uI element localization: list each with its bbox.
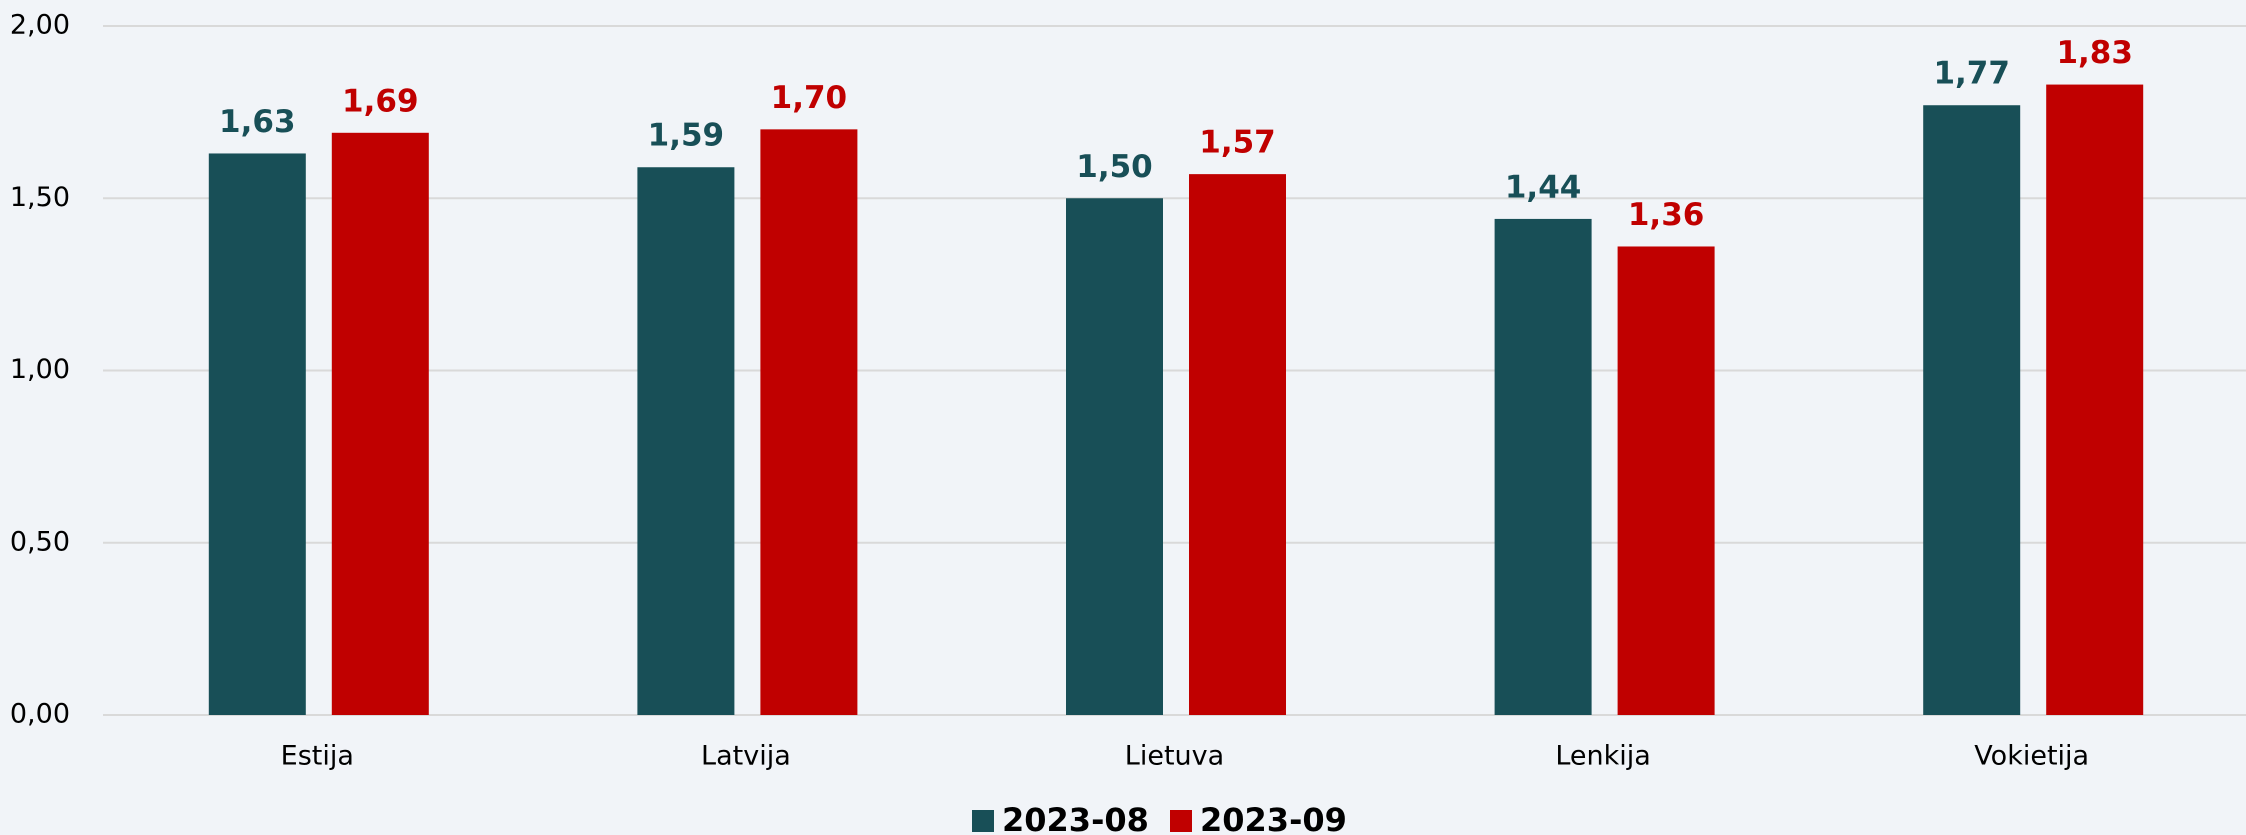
bar — [1066, 198, 1163, 715]
data-label: 1,69 — [342, 83, 419, 119]
bar — [637, 167, 735, 715]
legend-label: 2023-09 — [1200, 801, 1347, 835]
data-label: 1,44 — [1505, 169, 1582, 205]
y-tick-label: 0,50 — [10, 526, 70, 557]
x-tick-label: Estija — [281, 741, 354, 772]
bar — [1617, 246, 1715, 716]
bar — [1494, 218, 1592, 716]
y-tick-label: 1,50 — [10, 182, 70, 213]
bar — [331, 132, 429, 716]
data-label: 1,70 — [771, 80, 848, 116]
x-tick-label: Latvija — [701, 741, 791, 772]
legend-swatch — [1170, 810, 1192, 832]
y-tick-label: 0,00 — [10, 699, 70, 730]
legend-swatch — [972, 810, 994, 832]
bar — [760, 129, 858, 716]
x-tick-label: Vokietija — [1974, 741, 2089, 772]
data-label: 1,77 — [1933, 56, 2010, 92]
legend-label: 2023-08 — [1002, 801, 1149, 835]
bar — [2046, 84, 2144, 715]
bar — [1189, 174, 1286, 715]
data-label: 1,59 — [648, 118, 725, 154]
bar — [208, 153, 306, 716]
data-label: 1,63 — [219, 104, 296, 140]
x-tick-label: Lenkija — [1555, 741, 1650, 772]
y-tick-label: 2,00 — [10, 10, 70, 41]
data-label: 1,83 — [2056, 35, 2133, 71]
y-tick-label: 1,00 — [10, 354, 70, 385]
data-label: 1,57 — [1199, 125, 1276, 161]
data-label: 1,36 — [1628, 197, 1705, 233]
data-label: 1,50 — [1076, 149, 1153, 185]
bar — [1923, 105, 2021, 716]
x-tick-label: Lietuva — [1125, 741, 1224, 772]
